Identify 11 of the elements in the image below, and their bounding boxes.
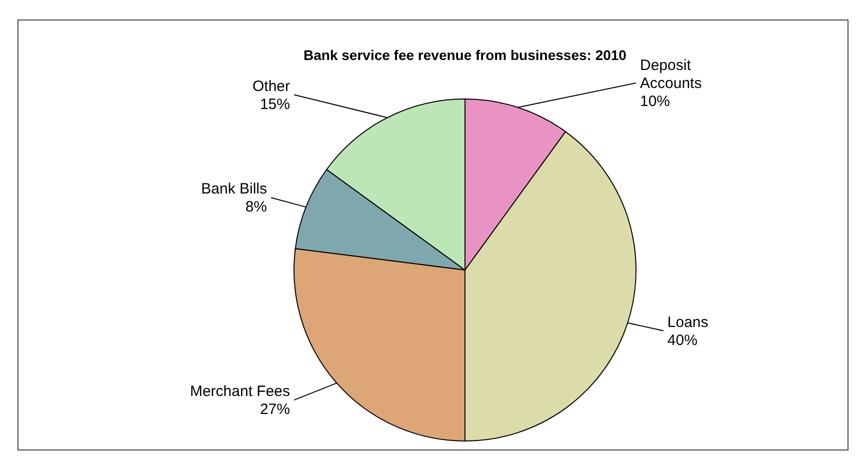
slice-label: Loans: [667, 314, 708, 331]
chart-title: Bank service fee revenue from businesses: 2010: [304, 47, 627, 63]
data-label: 27%: [260, 401, 290, 418]
data-label: 40%: [667, 332, 698, 349]
slice-label: Merchant Fees: [190, 383, 290, 400]
slice-label: Bank Bills: [201, 180, 268, 198]
slice-label: Other: [252, 78, 290, 95]
data-label: 15%: [260, 96, 290, 113]
data-label: 8%: [245, 198, 268, 216]
slice-label: Deposit Accounts: [640, 56, 702, 92]
data-label: 10%: [640, 92, 670, 110]
